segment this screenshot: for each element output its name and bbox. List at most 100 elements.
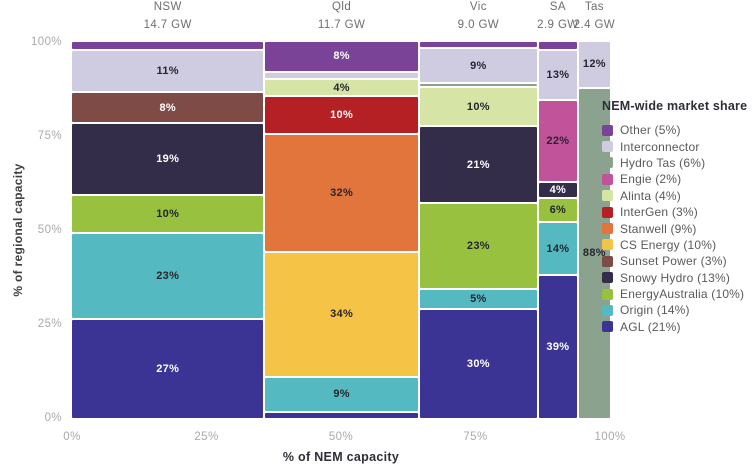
segment-label: 19% bbox=[156, 153, 180, 166]
segment-nsw-energyaustralia: 10% bbox=[72, 195, 264, 233]
region-name: Tas bbox=[584, 1, 604, 14]
segment-label: 27% bbox=[156, 362, 180, 375]
legend-item-label: Snowy Hydro (13%) bbox=[620, 270, 731, 285]
segment-nsw-other bbox=[72, 42, 264, 50]
segment-sa-interconnector: 13% bbox=[538, 51, 577, 99]
segment-qld-interconnector bbox=[265, 72, 418, 79]
column-qld: Qld 11.7 GW 8% 4% 10% 32% 34% 9% bbox=[265, 1, 418, 419]
legend-swatch-cs-energy bbox=[602, 239, 613, 251]
x-tick: 100% bbox=[594, 431, 626, 443]
segment-sa-agl: 39% bbox=[538, 276, 577, 418]
plot-area: NSW 14.7 GW 11% 8% 19% 10% 23% 27% Qld 11.7 GW 8% 4… bbox=[72, 1, 615, 419]
y-tick: 25% bbox=[37, 318, 62, 330]
legend-item-label: Engie (2%) bbox=[620, 172, 682, 187]
segment-label: 34% bbox=[330, 308, 354, 321]
legend-swatch-engie bbox=[602, 173, 613, 185]
segment-label: 8% bbox=[159, 101, 176, 114]
segment-label: 21% bbox=[466, 158, 490, 171]
legend-item-cs-energy: CS Energy (10%) bbox=[602, 237, 747, 253]
segment-vic-agl: 30% bbox=[419, 309, 537, 419]
legend-item-intergen: InterGen (3%) bbox=[602, 204, 747, 220]
legend-item-interconnector: Interconnector bbox=[602, 138, 747, 154]
segment-label: 13% bbox=[546, 68, 570, 81]
legend-item-label: Interconnector bbox=[620, 139, 700, 154]
legend-item-label: Other (5%) bbox=[620, 123, 681, 138]
legend-items: Other (5%) Interconnector Hydro Tas (6%) En… bbox=[602, 122, 747, 335]
segment-label: 23% bbox=[466, 240, 490, 253]
legend-item-label: InterGen (3%) bbox=[620, 205, 698, 220]
mekko-chart: % of regional capacity % of NEM capacity… bbox=[11, 1, 625, 464]
x-tick: 0% bbox=[63, 431, 81, 443]
segment-label: 4% bbox=[333, 81, 350, 94]
column-nsw: NSW 14.7 GW 11% 8% 19% 10% 23% 27% bbox=[72, 1, 264, 419]
legend-swatch-agl bbox=[602, 321, 613, 333]
region-name: NSW bbox=[153, 1, 182, 14]
segment-label: 22% bbox=[546, 134, 570, 147]
segment-label: 30% bbox=[466, 357, 490, 370]
region-name: SA bbox=[549, 1, 566, 14]
column-header-qld: Qld 11.7 GW bbox=[318, 0, 365, 35]
column-header-nsw: NSW 14.7 GW bbox=[144, 0, 192, 35]
segment-label: 23% bbox=[156, 269, 180, 282]
region-capacity: 2.4 GW bbox=[573, 19, 616, 32]
legend-swatch-sunset-power bbox=[602, 255, 613, 267]
legend-item-label: Origin (14%) bbox=[620, 303, 690, 318]
segment-qld-stanwell: 32% bbox=[265, 135, 418, 251]
segment-label: 9% bbox=[470, 59, 487, 72]
region-capacity: 14.7 GW bbox=[143, 19, 192, 32]
segment-label: 39% bbox=[546, 341, 570, 353]
segment-nsw-snowy-hydro: 19% bbox=[72, 124, 264, 194]
legend-item-label: CS Energy (10%) bbox=[620, 237, 717, 252]
segment-tas-interconnector: 12% bbox=[578, 42, 610, 87]
legend-item-alinta: Alinta (4%) bbox=[602, 188, 747, 204]
x-axis-label: % of NEM capacity bbox=[282, 450, 400, 464]
segment-qld-agl bbox=[265, 412, 418, 419]
segment-label: 6% bbox=[549, 204, 567, 217]
legend-swatch-origin bbox=[602, 304, 613, 316]
segment-label: 10% bbox=[466, 100, 490, 113]
segment-sa-snowy-hydro: 4% bbox=[538, 182, 577, 198]
legend-item-sunset-power: Sunset Power (3%) bbox=[602, 253, 747, 269]
segment-label: 11% bbox=[156, 65, 179, 78]
segment-sa-other bbox=[538, 42, 577, 50]
legend-item-stanwell: Stanwell (9%) bbox=[602, 220, 747, 236]
x-tick: 75% bbox=[463, 431, 488, 443]
segment-nsw-agl: 27% bbox=[72, 319, 264, 419]
segment-vic-origin: 5% bbox=[419, 289, 537, 308]
segment-label: 5% bbox=[470, 292, 487, 305]
segment-label: 8% bbox=[333, 50, 350, 63]
segment-qld-intergen: 10% bbox=[265, 96, 418, 134]
segment-label: 32% bbox=[330, 187, 354, 199]
segment-label: 4% bbox=[549, 183, 567, 196]
column-header-sa: SA 2.9 GW bbox=[537, 0, 578, 35]
segment-vic-other bbox=[419, 42, 537, 48]
legend-item-snowy-hydro: Snowy Hydro (13%) bbox=[602, 270, 747, 286]
y-axis-label: % of regional capacity bbox=[11, 163, 25, 297]
legend-item-label: Sunset Power (3%) bbox=[620, 254, 727, 269]
y-tick: 75% bbox=[37, 130, 62, 142]
segment-label: 10% bbox=[330, 108, 354, 121]
segment-sa-engie: 22% bbox=[538, 100, 577, 181]
segment-label: 9% bbox=[333, 388, 350, 401]
column-header-tas: Tas 2.4 GW bbox=[574, 0, 615, 35]
segment-vic-hydro-tas bbox=[419, 83, 537, 87]
y-tick: 100% bbox=[30, 36, 62, 48]
segment-qld-cs-energy: 34% bbox=[265, 252, 418, 376]
legend-item-origin: Origin (14%) bbox=[602, 302, 747, 318]
legend-item-agl: AGL (21%) bbox=[602, 319, 747, 335]
segment-label: 14% bbox=[546, 242, 570, 255]
segment-label: 10% bbox=[156, 207, 180, 220]
legend-title: NEM-wide market share bbox=[602, 99, 748, 113]
segment-qld-origin: 9% bbox=[265, 378, 418, 411]
legend-swatch-hydro-tas bbox=[602, 157, 613, 169]
legend-swatch-intergen bbox=[602, 206, 613, 218]
legend-swatch-other bbox=[602, 124, 613, 136]
region-name: Vic bbox=[469, 1, 487, 14]
legend-item-label: Hydro Tas (6%) bbox=[620, 155, 706, 170]
legend-item-energyaustralia: EnergyAustralia (10%) bbox=[602, 286, 747, 302]
region-capacity: 11.7 GW bbox=[317, 19, 366, 32]
legend: NEM-wide market share Other (5%) Intercon… bbox=[602, 99, 747, 335]
column-vic: Vic 9.0 GW 9% 10% 21% 23% 5% 30% bbox=[419, 1, 537, 419]
legend-swatch-stanwell bbox=[602, 223, 613, 235]
segment-label: 88% bbox=[582, 247, 606, 260]
